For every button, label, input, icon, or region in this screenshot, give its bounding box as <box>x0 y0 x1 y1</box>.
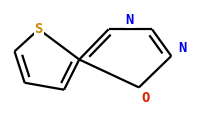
Text: N: N <box>177 41 186 55</box>
Text: N: N <box>125 13 133 27</box>
Text: O: O <box>141 91 150 105</box>
Text: S: S <box>34 22 43 36</box>
